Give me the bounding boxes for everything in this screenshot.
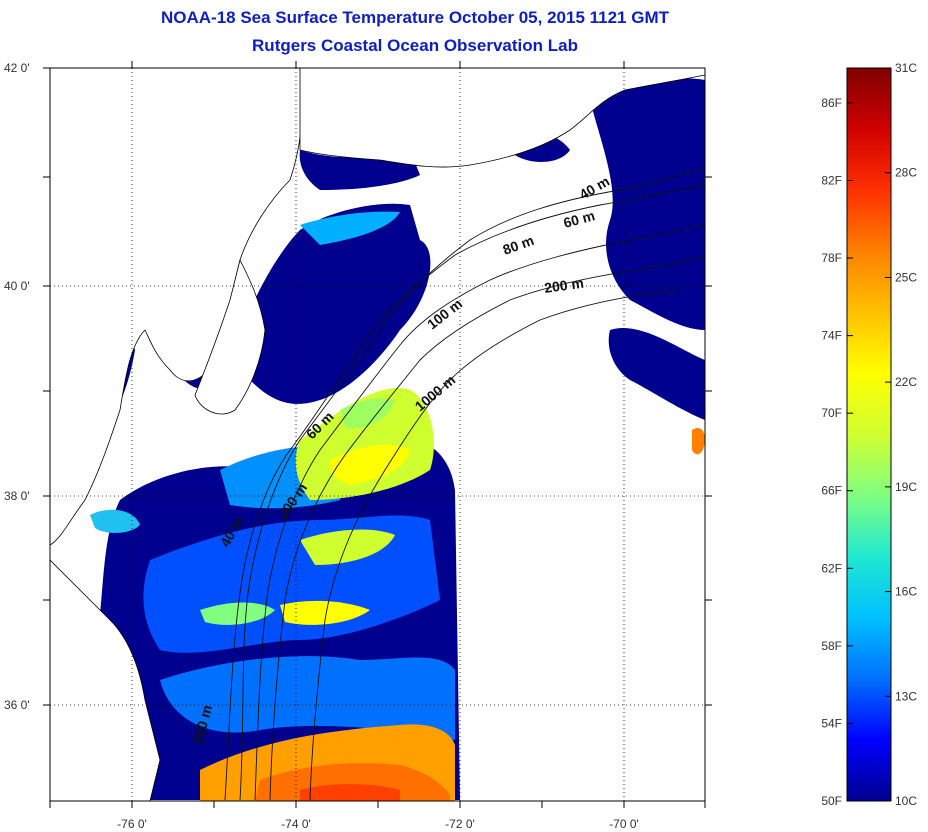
colorbar-f-label: 74F <box>821 329 842 343</box>
sst-warm-region <box>329 444 410 485</box>
colorbar-c-label: 28C <box>895 166 917 180</box>
sst-hot-region <box>300 784 400 801</box>
sst-warm-region <box>300 529 395 565</box>
colorbar-c-label: 22C <box>895 375 917 389</box>
colorbar-celsius-labels: 31C 28C 25C 22C 19C 16C 13C 10C <box>895 61 917 808</box>
colorbar-c-label: 13C <box>895 689 917 703</box>
colorbar-f-label: 78F <box>821 251 842 265</box>
map-ticks <box>43 61 712 808</box>
lon-label: -70 0' <box>609 817 639 831</box>
sst-cold-region <box>590 78 705 331</box>
colorbar-f-label: 50F <box>821 794 842 808</box>
sst-data-layer <box>50 68 705 801</box>
sst-warm-region <box>280 600 370 625</box>
temperature-colorbar: 86F 82F 78F 74F 70F 66F 62F 58F 54F 50F 31C 28C 25C… <box>821 61 917 808</box>
coastline-land <box>50 559 161 801</box>
lat-label: 40 0' <box>4 279 30 293</box>
colorbar-scale <box>846 67 892 802</box>
lat-label: 38 0' <box>4 489 30 503</box>
depth-label: 200 m <box>543 275 585 296</box>
sst-cool-region <box>90 509 140 533</box>
colorbar-c-label: 16C <box>895 585 917 599</box>
colorbar-f-label: 86F <box>821 96 842 110</box>
depth-contour-line <box>239 167 705 801</box>
map-subtitle: Rutgers Coastal Ocean Observation Lab <box>252 36 578 55</box>
colorbar-c-label: 25C <box>895 270 917 284</box>
colorbar-ticks <box>847 67 891 802</box>
colorbar-fahrenheit-labels: 86F 82F 78F 74F 70F 66F 62F 58F 54F 50F <box>821 96 842 808</box>
colorbar-f-label: 82F <box>821 173 842 187</box>
coastline-land <box>194 258 266 415</box>
colorbar-c-label: 19C <box>895 480 917 494</box>
colorbar-f-label: 66F <box>821 484 842 498</box>
colorbar-c-label: 31C <box>895 61 917 75</box>
sst-hot-region <box>692 428 705 455</box>
lat-label: 36 0' <box>4 698 30 712</box>
colorbar-c-label: 10C <box>895 794 917 808</box>
colorbar-f-label: 54F <box>821 716 842 730</box>
depth-label: 60 m <box>562 207 597 231</box>
depth-contour-line <box>254 223 705 801</box>
colorbar-f-label: 70F <box>821 406 842 420</box>
lon-label: -72 0' <box>445 817 475 831</box>
sst-cool-region <box>300 211 400 245</box>
bathymetry-contours <box>224 167 705 801</box>
depth-contour-line <box>269 255 705 801</box>
sst-warm-region <box>295 388 434 500</box>
depth-contour-line <box>224 184 705 801</box>
sst-cold-region <box>608 327 705 420</box>
sst-cold-region <box>240 203 431 404</box>
coastline-land <box>50 68 303 546</box>
sst-cool-region <box>160 656 455 740</box>
depth-contour-line <box>309 289 681 801</box>
colorbar-f-label: 58F <box>821 639 842 653</box>
colorbar-f-label: 62F <box>821 561 842 575</box>
lon-label: -76 0' <box>117 817 147 831</box>
lat-label: 42 0' <box>4 61 30 75</box>
lon-label: -74 0' <box>281 817 311 831</box>
map-panel: 42 0' 40 0' 38 0' 36 0' -76 0' -74 0' -7… <box>4 61 712 831</box>
map-title: NOAA-18 Sea Surface Temperature October … <box>160 8 670 27</box>
coastline-land <box>299 68 705 168</box>
